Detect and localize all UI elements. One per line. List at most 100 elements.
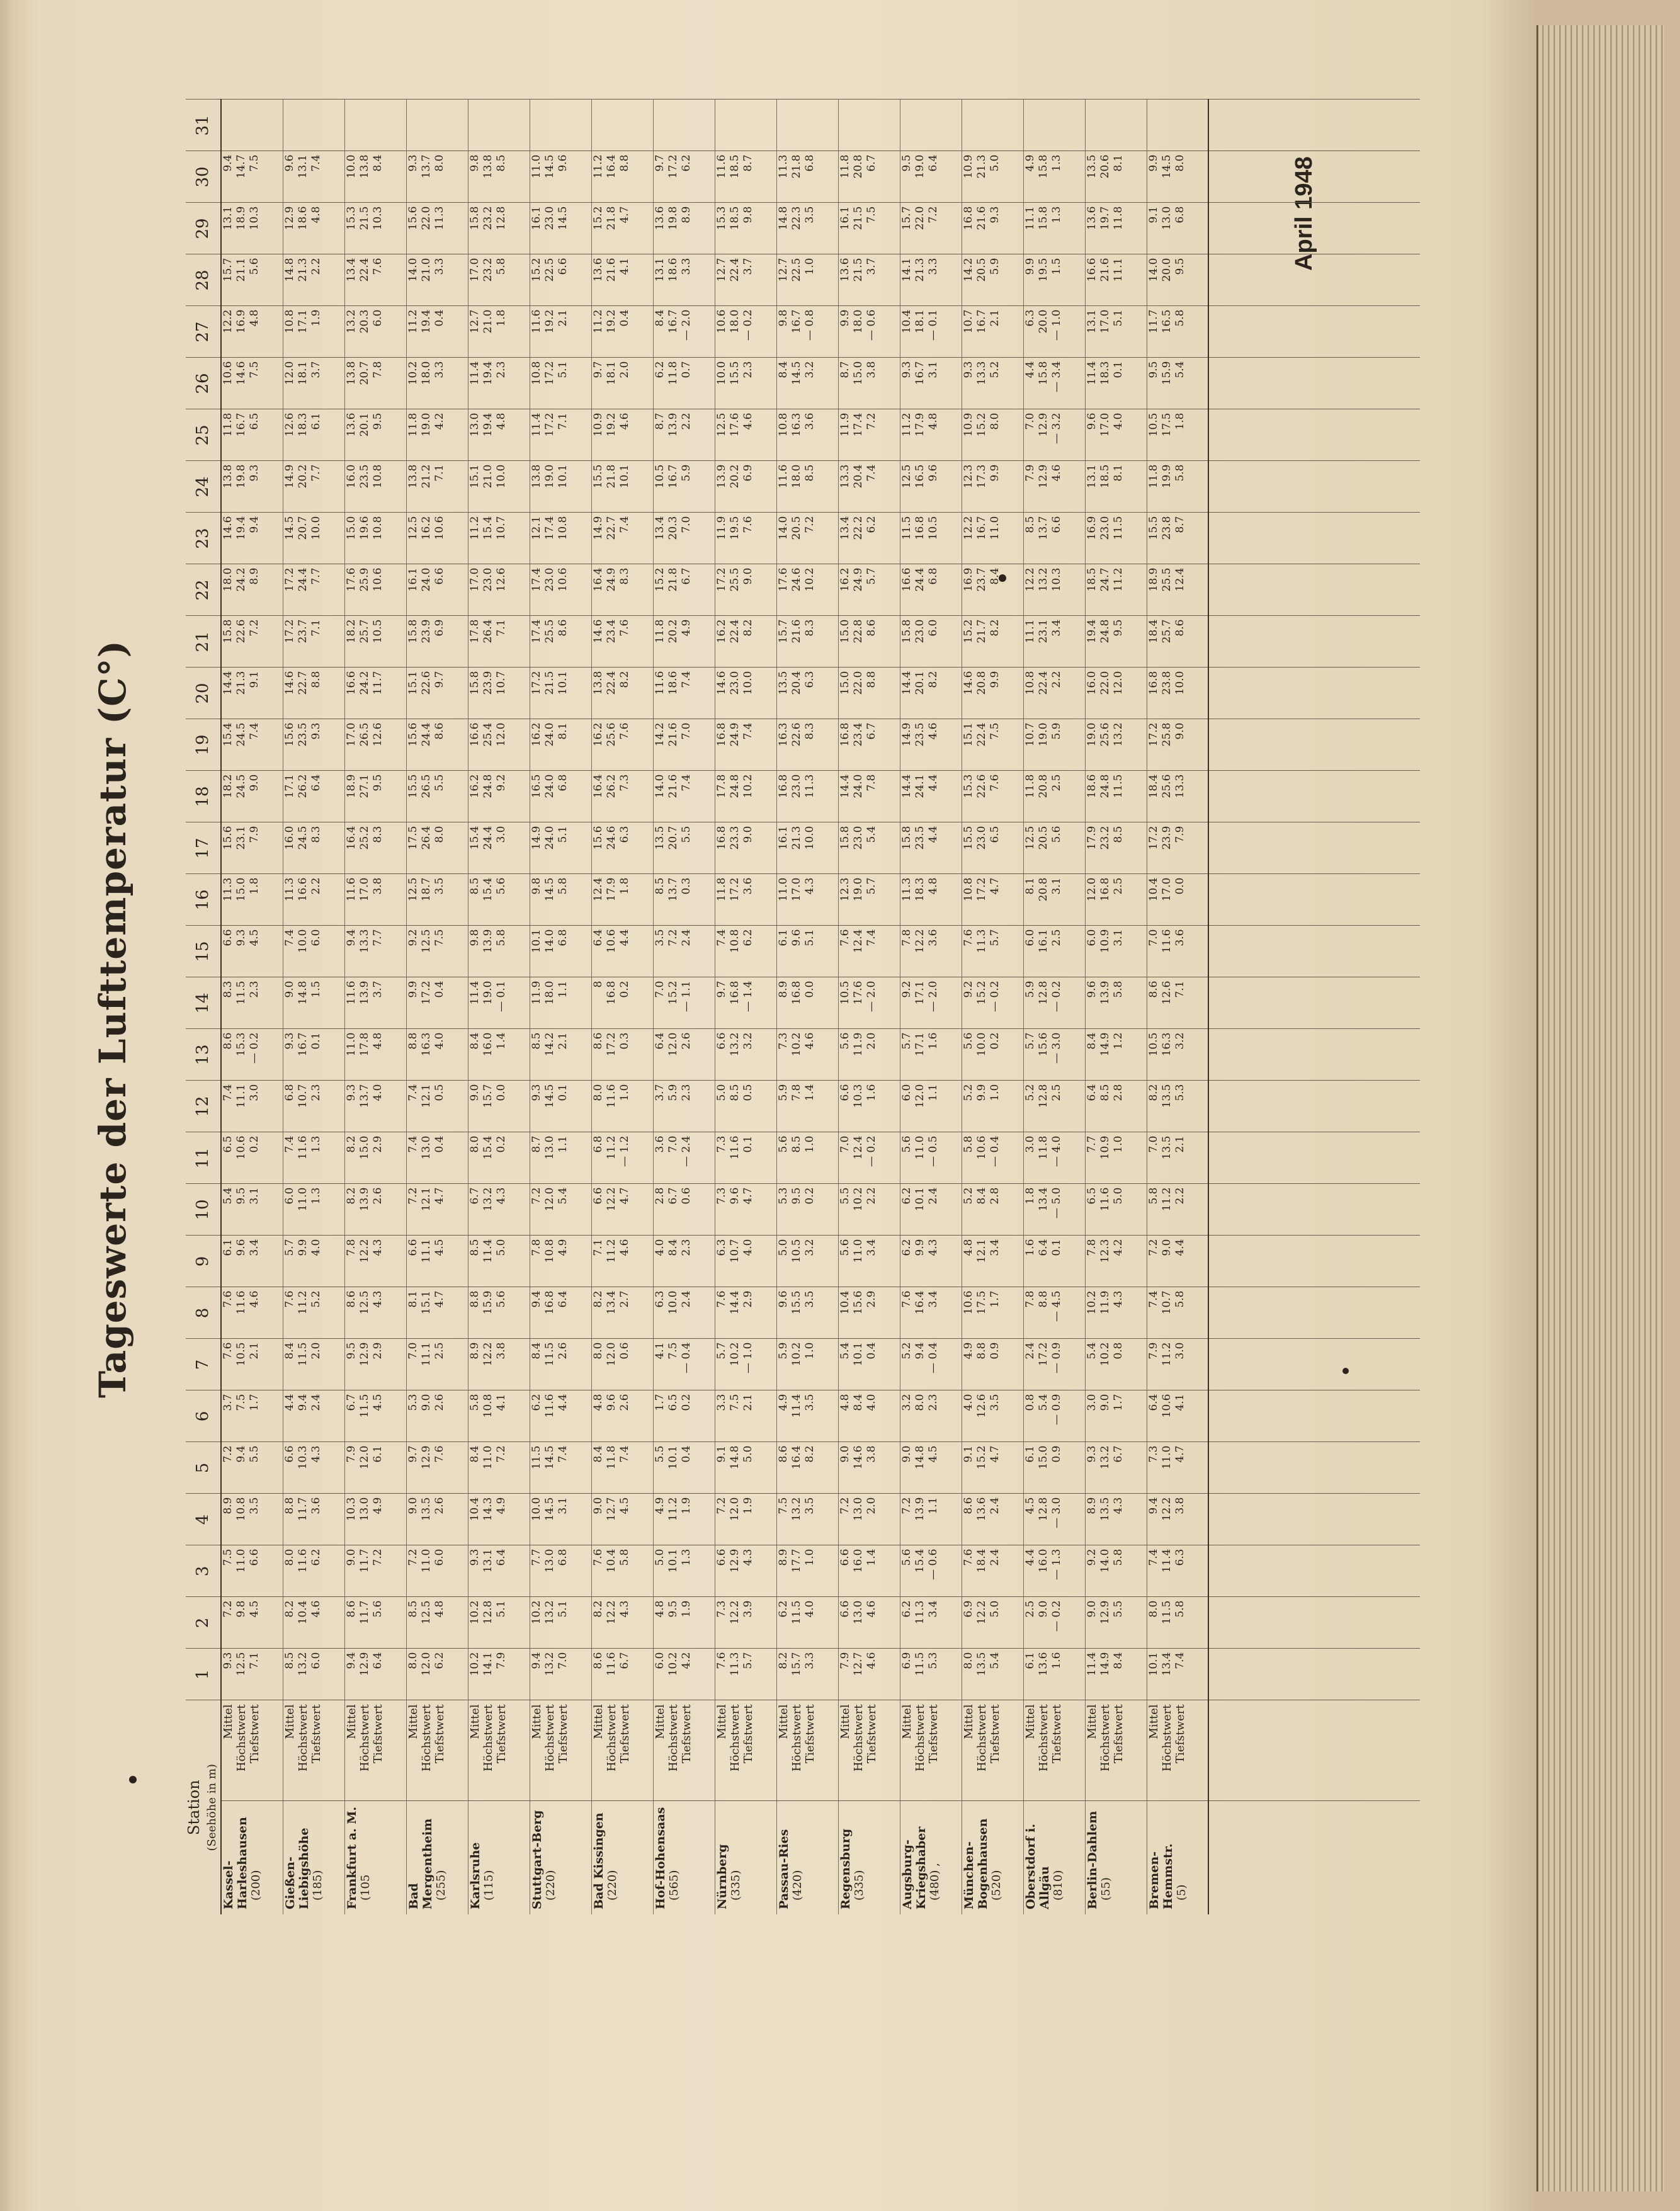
value-cell: 13.6 19.8 8.9 (653, 203, 715, 254)
value-cell: 9.5 12.9 2.9 (344, 1339, 406, 1390)
value-cell (776, 99, 838, 151)
value-cell: 7.4 10.7 5.8 (1147, 1287, 1208, 1339)
value-cell: 13.8 19.8 9.3 (221, 461, 283, 513)
day-header: 15 (186, 926, 221, 977)
day-header: 17 (186, 822, 221, 874)
value-cell: 6.0 10.9 3.1 (1085, 926, 1147, 977)
value-cell: 7.6 10.4 5.8 (591, 1545, 653, 1597)
row-label: Mittel (1085, 1704, 1099, 1739)
value-cell: 7.7 10.9 1.0 (1085, 1132, 1147, 1184)
station-cell: Augsburg- Kriegshaber (480) , (900, 1801, 962, 1914)
value-cell: 11.6 18.0 8.5 (776, 461, 838, 513)
value-cell: 10.0 13.8 8.4 (344, 151, 406, 203)
value-cell: 3.7 7.5 1.7 (221, 1390, 283, 1442)
value-cell: 14.8 22.3 3.5 (776, 203, 838, 254)
value-cell: 10.1 13.4 7.4 (1147, 1649, 1208, 1700)
value-cell: 6.6 11.1 4.5 (406, 1236, 468, 1287)
empty-cell (1208, 719, 1420, 771)
station-height: (185) (310, 1870, 324, 1901)
value-cell: 13.2 20.3 6.0 (344, 306, 406, 358)
day-header: 8 (186, 1287, 221, 1339)
station-row: München- Bogenhausen (520) Mittel Höchstwer… (962, 99, 1023, 1914)
empty-cell (1208, 977, 1420, 1029)
value-cell: 7.2 12.0 1.9 (715, 1494, 776, 1545)
value-cell: 11.3 15.0 1.8 (221, 874, 283, 926)
value-cell: 13.8 20.7 7.8 (344, 358, 406, 409)
value-cell: 10.6 17.5 1.7 (962, 1287, 1023, 1339)
empty-cell (1208, 926, 1420, 977)
value-cell: 15.7 21.1 5.6 (221, 254, 283, 306)
value-cell: 8.5 13.7 6.6 (1023, 513, 1085, 564)
value-cell: 14.6 19.4 9.4 (221, 513, 283, 564)
value-cell: 12.0 18.1 3.7 (283, 358, 344, 409)
row-labels: Mittel Höchstwert Tiefstwert (283, 1700, 344, 1801)
station-row: Augsburg- Kriegshaber (480) , Mittel Höchst… (900, 99, 962, 1914)
station-height: (220) (605, 1870, 619, 1901)
value-cell: 5.7 9.9 4.0 (283, 1236, 344, 1287)
value-cell: 9.1 15.2 4.7 (962, 1442, 1023, 1494)
value-cell (838, 99, 900, 151)
value-cell: 11.4 18.3 0.1 (1085, 358, 1147, 409)
empty-cell (1208, 564, 1420, 616)
station-row: Bad Mergentheim (255) Mittel Höchstwert Tief… (406, 99, 468, 1914)
value-cell: 11.9 18.0 1.1 (530, 977, 591, 1029)
value-cell: 10.0 14.5 3.1 (530, 1494, 591, 1545)
value-cell: 13.6 19.7 11.8 (1085, 203, 1147, 254)
row-labels: Mittel Höchstwert Tiefstwert (344, 1700, 406, 1801)
value-cell: 10.5 16.3 3.2 (1147, 1029, 1208, 1081)
value-cell: 6.5 10.6 0.2 (221, 1132, 283, 1184)
station-cell: Oberstdorf i. Allgäu (810) (1023, 1801, 1085, 1914)
value-cell: 14.1 21.3 3.3 (900, 254, 962, 306)
value-cell: 8.6 13.6 2.4 (962, 1494, 1023, 1545)
value-cell: 18.4 25.6 13.3 (1147, 771, 1208, 822)
value-cell: 2.4 17.2 — 0.9 (1023, 1339, 1085, 1390)
value-cell: 8.0 12.0 0.6 (591, 1339, 653, 1390)
value-cell: 15.0 22.0 8.8 (838, 668, 900, 719)
value-cell: 15.2 22.5 6.6 (530, 254, 591, 306)
value-cell: 12.2 16.9 4.8 (221, 306, 283, 358)
empty-cell (1208, 1081, 1420, 1132)
value-cell: 6.2 11.3 3.4 (900, 1597, 962, 1649)
value-cell: 7.9 12.7 4.6 (838, 1649, 900, 1700)
value-cell: 13.4 20.3 7.0 (653, 513, 715, 564)
day-header: 12 (186, 1081, 221, 1132)
table-body: Kassel- Harleshausen (200) Mittel Höchstwer… (221, 99, 1420, 1914)
day-header: 1 (186, 1649, 221, 1700)
value-cell: 12.7 22.4 3.7 (715, 254, 776, 306)
value-cell: 8.2 13.9 2.6 (344, 1184, 406, 1236)
value-cell: 9.4 13.3 7.7 (344, 926, 406, 977)
value-cell: 9.9 18.0 — 0.6 (838, 306, 900, 358)
value-cell: 2.5 9.0 — 0.2 (1023, 1597, 1085, 1649)
value-cell: 6.2 11.6 4.4 (530, 1390, 591, 1442)
value-cell: 9.3 14.5 0.1 (530, 1081, 591, 1132)
row-label: Mittel (222, 1704, 235, 1739)
row-labels: Mittel Höchstwert Tiefstwert (653, 1700, 715, 1801)
value-cell: 6.2 11.5 4.0 (776, 1597, 838, 1649)
value-cell: 6.5 11.6 5.0 (1085, 1184, 1147, 1236)
station-header-label: Station (185, 1780, 203, 1836)
value-cell: 15.5 26.5 5.5 (406, 771, 468, 822)
value-cell: 14.9 22.7 7.4 (591, 513, 653, 564)
value-cell: 11.6 18.6 7.4 (653, 668, 715, 719)
value-cell: 8.6 15.3 — 0.2 (221, 1029, 283, 1081)
value-cell: 16.9 23.7 8.4 (962, 564, 1023, 616)
row-label: Mittel (283, 1704, 297, 1739)
value-cell: 15.1 22.6 9.7 (406, 668, 468, 719)
value-cell: 6.4 12.0 2.6 (653, 1029, 715, 1081)
row-label: Höchstwert (296, 1704, 310, 1772)
value-cell: 10.6 14.6 7.5 (221, 358, 283, 409)
value-cell: 5.6 11.9 2.0 (838, 1029, 900, 1081)
value-cell: 7.9 12.0 6.1 (344, 1442, 406, 1494)
value-cell: 16.0 23.5 10.8 (344, 461, 406, 513)
value-cell: 8.2 15.7 3.3 (776, 1649, 838, 1700)
value-cell: 15.6 24.6 6.3 (591, 822, 653, 874)
value-cell: 4.8 8.4 4.0 (838, 1390, 900, 1442)
value-cell: 12.1 17.4 10.8 (530, 513, 591, 564)
value-cell: 7.2 12.1 4.7 (406, 1184, 468, 1236)
value-cell: 7.4 11.6 1.3 (283, 1132, 344, 1184)
station-name: Oberstdorf i. Allgäu (1023, 1824, 1052, 1909)
day-header: 11 (186, 1132, 221, 1184)
row-labels: Mittel Höchstwert Tiefstwert (221, 1700, 283, 1801)
value-cell: 14.9 23.5 4.6 (900, 719, 962, 771)
station-cell: Regensburg (335) (838, 1801, 900, 1914)
